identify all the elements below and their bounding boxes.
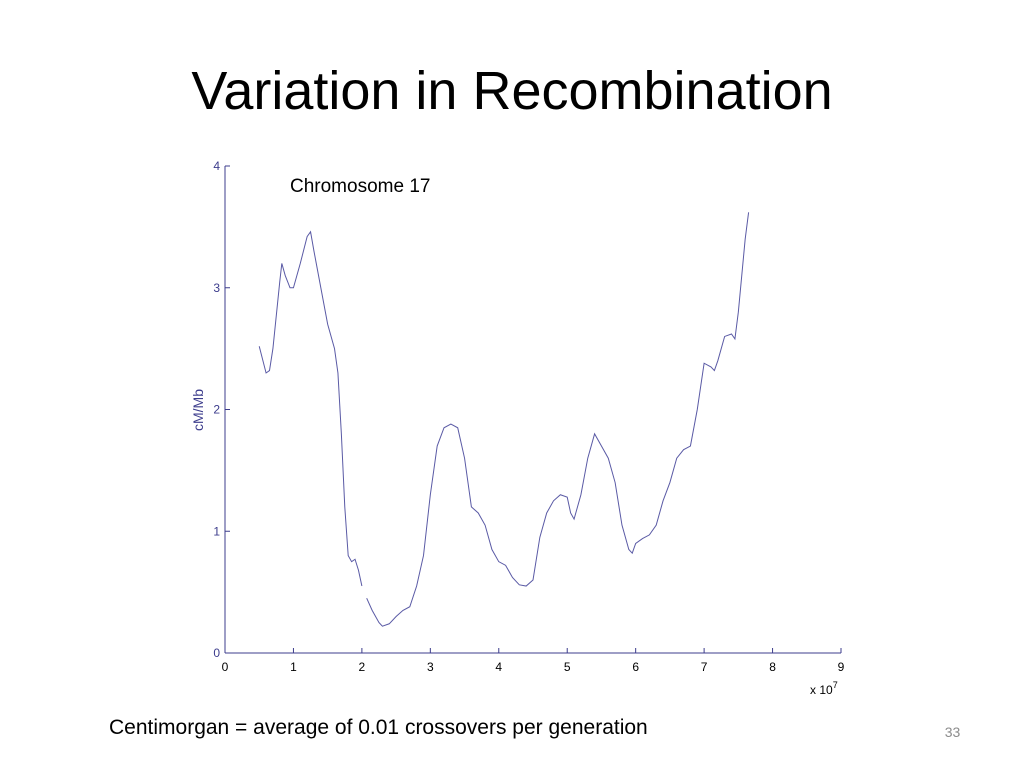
- footer-note: Centimorgan = average of 0.01 crossovers…: [109, 716, 648, 739]
- x-multiplier: x 107: [810, 680, 838, 697]
- chart-annotation: Chromosome 17: [290, 176, 430, 197]
- y-tick-label: 0: [213, 646, 220, 660]
- x-tick-label: 1: [290, 660, 297, 674]
- x-tick-label: 7: [701, 660, 708, 674]
- x-tick-label: 6: [632, 660, 639, 674]
- y-tick-label: 4: [213, 159, 220, 173]
- x-tick-label: 5: [564, 660, 571, 674]
- y-axis-label: cM/Mb: [190, 389, 206, 431]
- x-multiplier-exponent: 7: [833, 680, 838, 690]
- y-tick-label: 1: [213, 524, 220, 538]
- slide-title: Variation in Recombination: [191, 61, 833, 121]
- x-tick-label: 0: [222, 660, 229, 674]
- x-tick-label: 2: [359, 660, 366, 674]
- x-tick-label: 9: [838, 660, 845, 674]
- x-multiplier-base: x 10: [810, 683, 833, 697]
- x-tick-label: 8: [769, 660, 776, 674]
- x-tick-label: 4: [495, 660, 502, 674]
- y-tick-label: 2: [213, 403, 220, 417]
- y-tick-label: 3: [213, 281, 220, 295]
- data-line: [258, 212, 750, 627]
- x-tick-label: 3: [427, 660, 434, 674]
- page-number: 33: [944, 724, 961, 740]
